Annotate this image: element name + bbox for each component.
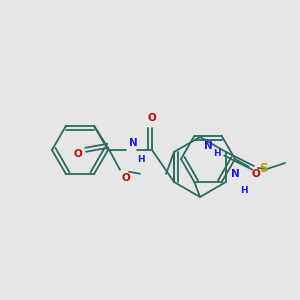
Text: N: N [231, 169, 240, 179]
Text: N: N [129, 138, 138, 148]
Text: H: H [240, 186, 247, 195]
Text: H: H [213, 149, 220, 158]
Text: H: H [137, 155, 145, 164]
Text: N: N [204, 141, 213, 151]
Text: O: O [251, 169, 260, 179]
Text: O: O [122, 173, 131, 183]
Text: O: O [73, 149, 82, 159]
Text: S: S [259, 163, 268, 176]
Text: O: O [148, 113, 156, 123]
